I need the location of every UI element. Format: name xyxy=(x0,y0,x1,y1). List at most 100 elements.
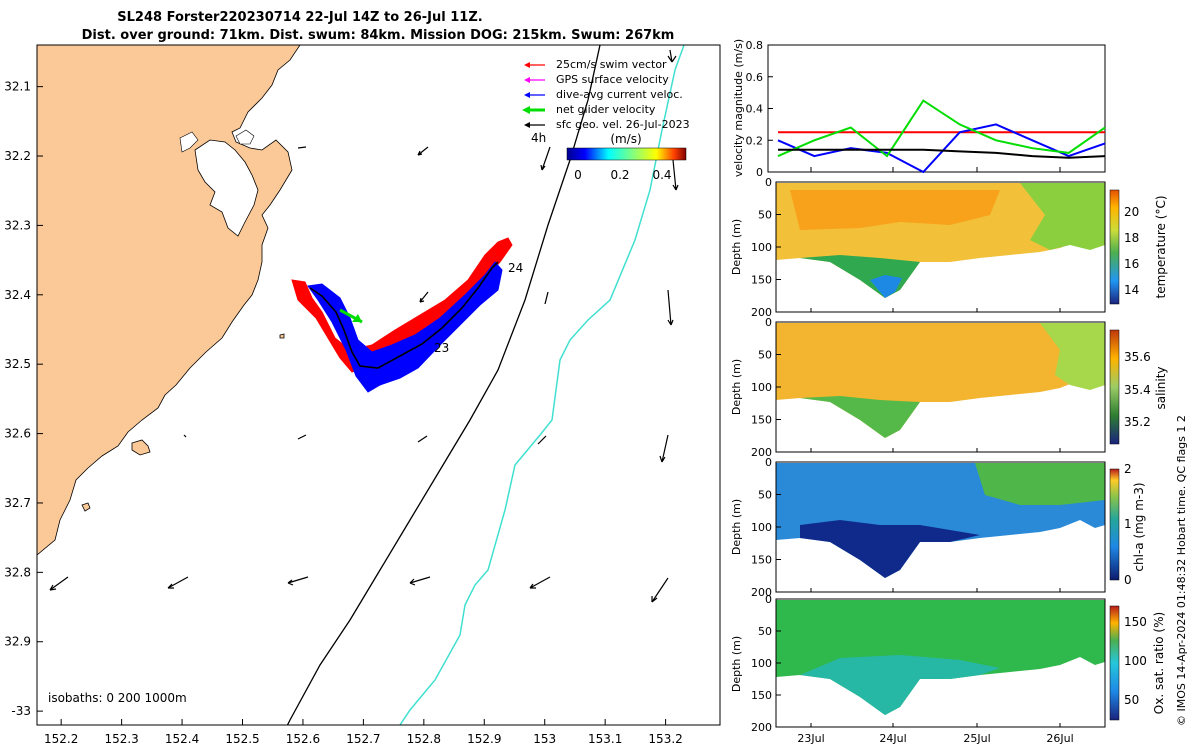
salinity-cb-tick-1: 35.4 xyxy=(1124,383,1151,397)
chl-cb-tick-0: 2 xyxy=(1124,462,1132,476)
section-axis-ticks: 0501001502000501001502000501001502000501… xyxy=(751,176,1074,745)
island-1 xyxy=(131,439,151,456)
map-colorbar-title: (m/s) xyxy=(610,132,641,146)
oxygen-panel: 150 100 50 Ox. sat. ratio (%) Depth (m) xyxy=(730,598,1166,728)
velocity-panel: 0 0.2 0.4 0.6 0.8 velocity magnitude (m/s) xyxy=(732,39,1106,179)
velocity-series-line xyxy=(777,123,1106,174)
section-ytick-label: 0 xyxy=(765,176,772,189)
section-ytick-label: 150 xyxy=(751,689,772,702)
section-ytick-label: 0 xyxy=(765,456,772,469)
map-colorbar xyxy=(566,147,687,161)
map-xtick-label: 152.8 xyxy=(407,732,441,746)
map-legend: 25cm/s swim vector GPS surface velocity … xyxy=(522,58,690,131)
temperature-cb-tick-1: 18 xyxy=(1124,231,1139,245)
map-xtick-label: 152.7 xyxy=(346,732,380,746)
legend-entry-dive-avg: dive-avg current veloc. xyxy=(524,88,683,101)
velocity-series xyxy=(777,99,1106,174)
map-xtick-label: 152.5 xyxy=(225,732,259,746)
oxygen-cb-tick-0: 150 xyxy=(1124,615,1147,629)
legend-entry-swim: 25cm/s swim vector xyxy=(524,58,667,71)
chl-colorbar xyxy=(1109,468,1120,581)
date-xtick-label: 26Jul xyxy=(1046,732,1073,745)
map-ytick-label: 32.7 xyxy=(4,496,31,510)
velocity-axis-ticks: 0 0.2 0.4 0.6 0.8 xyxy=(746,39,1061,179)
map-panel: 4h 24 23 isobaths: 0 200 1000m 25cm/s sw… xyxy=(4,44,721,746)
section-ytick-label: 150 xyxy=(751,274,772,287)
lake-wallis xyxy=(194,139,259,237)
salinity-colorbar xyxy=(1109,329,1120,445)
temperature-colorbar xyxy=(1109,189,1120,305)
section-ytick-label: 200 xyxy=(751,446,772,459)
oxygen-colorbar xyxy=(1109,605,1120,721)
section-ytick-label: 200 xyxy=(751,721,772,734)
section-ytick-label: 50 xyxy=(758,349,772,362)
map-ytick-label: 32.8 xyxy=(4,565,31,579)
lake-inlet xyxy=(235,129,255,145)
legend-entry-sfc-geo: sfc geo. vel. 26-Jul-2023 xyxy=(524,118,690,131)
map-colorbar-tick-0: 0 xyxy=(574,168,582,182)
salinity-cb-tick-2: 35.2 xyxy=(1124,415,1151,429)
section-ytick-label: 50 xyxy=(758,209,772,222)
salinity-cb-label: salinity xyxy=(1154,366,1168,409)
section-ytick-label: 100 xyxy=(751,521,772,534)
lake-myall xyxy=(179,131,199,153)
map-xtick-label: 152.6 xyxy=(286,732,320,746)
map-ytick-label: 32.9 xyxy=(4,635,31,649)
oxygen-cb-tick-2: 50 xyxy=(1124,693,1139,707)
map-ytick-label: -33 xyxy=(11,704,31,718)
chl-cb-tick-1: 1 xyxy=(1124,517,1132,531)
chl-ylabel: Depth (m) xyxy=(730,499,743,555)
chl-cb-tick-2: 0 xyxy=(1124,573,1132,587)
map-colorbar-tick-1: 0.2 xyxy=(610,168,629,182)
velocity-ytick-label: 0.2 xyxy=(746,134,764,147)
legend-label-sfc-geo: sfc geo. vel. 26-Jul-2023 xyxy=(556,118,690,131)
map-ytick-label: 32.6 xyxy=(4,427,31,441)
label-23: 23 xyxy=(434,341,449,355)
map-xtick-label: 153.1 xyxy=(588,732,622,746)
section-ytick-label: 150 xyxy=(751,554,772,567)
salinity-panel: 35.6 35.4 35.2 salinity Depth (m) xyxy=(730,321,1168,453)
temperature-cb-tick-3: 14 xyxy=(1124,283,1139,297)
island-3 xyxy=(279,333,285,339)
salinity-field-deep xyxy=(800,396,920,438)
temperature-field-cold xyxy=(870,275,902,298)
temperature-field-mid xyxy=(1020,183,1105,250)
chart-title-line2: Dist. over ground: 71km. Dist. swum: 84k… xyxy=(82,28,675,43)
legend-label-swim: 25cm/s swim vector xyxy=(556,58,667,71)
map-xtick-label: 153.2 xyxy=(648,732,682,746)
map-frame xyxy=(36,44,721,726)
velocity-series-line xyxy=(777,99,1106,158)
map-ytick-label: 32.3 xyxy=(4,218,31,232)
section-ytick-label: 100 xyxy=(751,657,772,670)
isobath-1000m xyxy=(399,45,685,725)
map-xtick-label: 152.4 xyxy=(165,732,199,746)
velocity-ylabel: velocity magnitude (m/s) xyxy=(732,39,745,177)
oxygen-field-low xyxy=(800,655,1000,715)
map-ytick-label: 32.4 xyxy=(4,288,31,302)
temperature-cb-label: temperature (°C) xyxy=(1154,196,1168,299)
oxygen-cb-label: Ox. sat. ratio (%) xyxy=(1152,612,1166,714)
map-ytick-label: 32.2 xyxy=(4,149,31,163)
salinity-ylabel: Depth (m) xyxy=(730,359,743,415)
legend-entry-gps: GPS surface velocity xyxy=(524,73,669,86)
section-ytick-label: 200 xyxy=(751,306,772,319)
temperature-panel: 20 18 16 14 temperature (°C) Depth (m) xyxy=(730,181,1168,313)
section-ytick-label: 200 xyxy=(751,586,772,599)
legend-label-dive-avg: dive-avg current veloc. xyxy=(556,88,683,101)
map-xtick-label: 153 xyxy=(533,732,556,746)
section-ytick-label: 0 xyxy=(765,316,772,329)
net-velocity-arrowhead xyxy=(352,314,362,322)
section-ytick-label: 150 xyxy=(751,414,772,427)
velocity-ytick-label: 0.4 xyxy=(746,103,764,116)
map-ytick-label: 32.5 xyxy=(4,357,31,371)
legend-entry-net: net glider velocity xyxy=(522,103,656,116)
isobaths-label: isobaths: 0 200 1000m xyxy=(48,691,187,705)
map-ytick-label: 32.1 xyxy=(4,80,31,94)
chart-title-line1: SL248 Forster220230714 22-Jul 14Z to 26-… xyxy=(117,10,482,25)
section-ytick-label: 50 xyxy=(758,489,772,502)
map-xtick-label: 152.9 xyxy=(467,732,501,746)
legend-label-net: net glider velocity xyxy=(556,103,656,116)
velocity-ytick-label: 0.6 xyxy=(746,71,764,84)
footer-credit: © IMOS 14-Apr-2024 01:48:32 Hobart time.… xyxy=(1175,415,1188,726)
